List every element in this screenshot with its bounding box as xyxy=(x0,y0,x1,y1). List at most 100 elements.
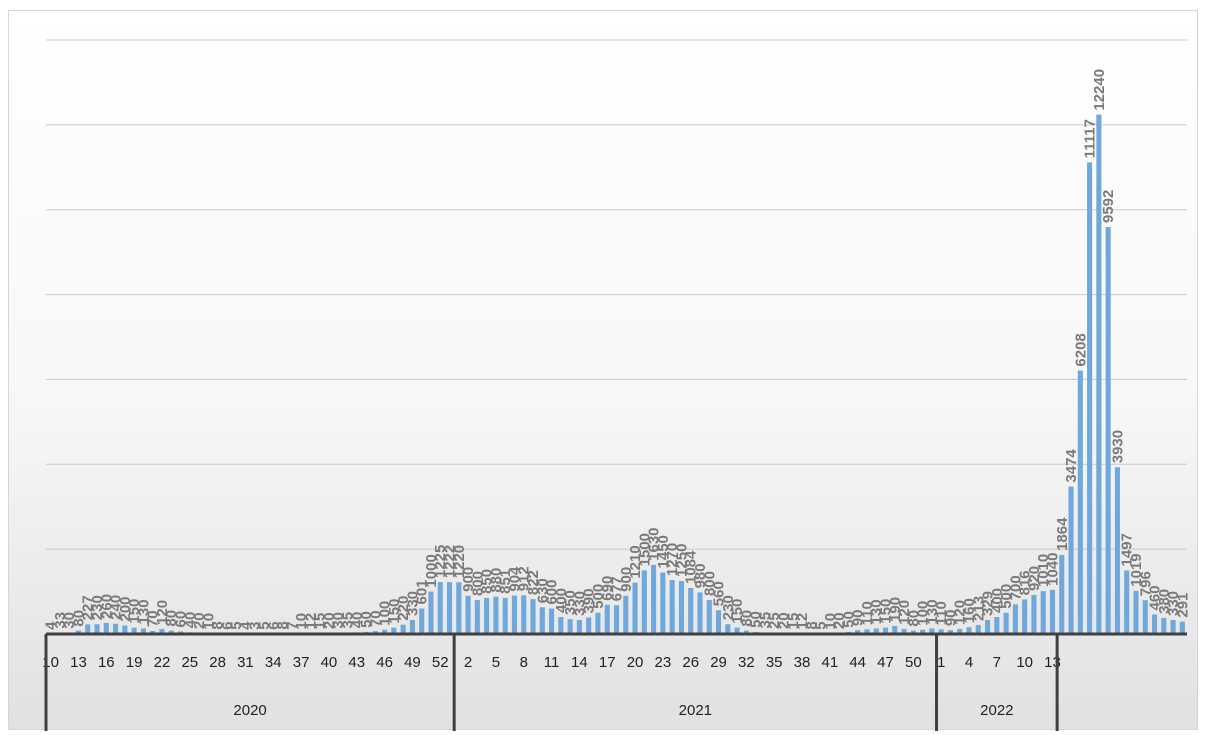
data-label: 100 xyxy=(915,601,932,626)
bar xyxy=(419,608,425,634)
tick-label: 49 xyxy=(404,654,421,671)
bar xyxy=(1105,227,1111,634)
tick-label: 14 xyxy=(571,654,588,671)
bar xyxy=(576,619,582,634)
data-label: 100 xyxy=(377,601,394,626)
bar xyxy=(484,597,490,634)
data-label: 30 xyxy=(330,612,347,629)
bar xyxy=(75,630,82,634)
data-label: 677 xyxy=(609,576,626,601)
data-label: 6208 xyxy=(1072,333,1089,366)
bar xyxy=(521,595,527,634)
data-label: 6 xyxy=(265,621,282,629)
bar xyxy=(1031,594,1037,634)
data-label: 10 xyxy=(822,613,839,630)
tick-label: 28 xyxy=(209,654,226,671)
data-label: 90 xyxy=(942,609,959,626)
tick-label: 43 xyxy=(348,654,365,671)
data-label: 20 xyxy=(775,612,792,629)
bar xyxy=(901,628,907,634)
data-label: 700 xyxy=(1007,575,1024,600)
bar xyxy=(382,629,388,634)
data-label: 190 xyxy=(887,597,904,622)
data-label: 20 xyxy=(321,612,338,629)
data-label: 1019 xyxy=(1128,553,1145,586)
bar xyxy=(613,605,620,634)
data-label: 904 xyxy=(506,566,523,592)
data-label: 230 xyxy=(89,595,106,620)
bar xyxy=(1096,114,1102,634)
data-label: 690 xyxy=(599,576,616,601)
data-label: 900 xyxy=(618,567,635,592)
tick-label: 10 xyxy=(1016,654,1033,671)
bar xyxy=(678,580,684,634)
bar xyxy=(446,582,453,634)
tick-label: 47 xyxy=(877,654,894,671)
bar xyxy=(437,582,443,634)
data-label: 3 xyxy=(247,622,264,630)
data-label: 1220 xyxy=(451,545,468,578)
data-label: 15 xyxy=(785,613,802,630)
data-label: 8 xyxy=(275,621,292,629)
bar xyxy=(882,627,889,634)
bar xyxy=(168,630,174,634)
data-label: 980 xyxy=(692,563,709,588)
bar xyxy=(1133,590,1139,634)
data-label: 90 xyxy=(850,609,867,626)
tick-label: 7 xyxy=(993,654,1001,671)
bar xyxy=(502,597,508,634)
year-label: 2022 xyxy=(980,702,1013,719)
bar xyxy=(994,617,1000,634)
data-label: 80 xyxy=(738,610,755,627)
data-label: 130 xyxy=(868,599,885,624)
bar xyxy=(623,595,629,634)
bar xyxy=(938,629,944,634)
data-label: 1250 xyxy=(673,544,690,577)
data-label: 1450 xyxy=(655,535,672,568)
bar xyxy=(85,624,91,634)
data-label: 796 xyxy=(1137,571,1154,596)
bar xyxy=(734,627,740,634)
chart-area: 4 33 30 80 227 230 260 240 200 150 130 70 120 80 60 40 2… xyxy=(8,10,1198,731)
data-label: 110 xyxy=(859,601,876,625)
bar xyxy=(113,623,119,634)
tick-label: 41 xyxy=(822,654,839,671)
data-label: 230 xyxy=(720,595,737,620)
bar xyxy=(1151,614,1158,634)
bar xyxy=(409,619,415,634)
tick-label: 46 xyxy=(376,654,393,671)
bar xyxy=(456,582,462,634)
bar xyxy=(1040,591,1046,634)
data-label: 80 xyxy=(163,610,180,627)
tick-label: 37 xyxy=(293,654,310,671)
data-label: 130 xyxy=(924,599,941,624)
data-label: 4 xyxy=(43,621,60,630)
bar xyxy=(493,596,499,634)
data-label: 1210 xyxy=(627,545,644,578)
year-label: 2020 xyxy=(233,702,266,719)
data-label: 25 xyxy=(766,612,783,629)
bar xyxy=(558,617,564,634)
data-label: 130 xyxy=(135,599,152,624)
data-label: 1084 xyxy=(683,550,700,584)
tick-label: 2 xyxy=(464,654,472,671)
data-label: 816 xyxy=(1017,570,1034,595)
bar xyxy=(947,630,954,634)
data-label: 912 xyxy=(516,566,533,591)
data-label: 60 xyxy=(173,611,190,628)
data-label: 20 xyxy=(191,612,208,629)
tick-label: 32 xyxy=(738,654,755,671)
tick-label: 52 xyxy=(432,654,449,671)
data-label: 10 xyxy=(293,613,310,630)
bar xyxy=(1012,604,1018,634)
data-label: 900 xyxy=(460,567,477,592)
bar xyxy=(957,628,963,634)
tick-label: 38 xyxy=(794,654,811,671)
bar xyxy=(920,629,926,634)
bar xyxy=(103,622,109,634)
data-label: 80 xyxy=(905,610,922,627)
data-label: 822 xyxy=(525,570,542,595)
tick-label: 40 xyxy=(321,654,338,671)
bar xyxy=(660,572,666,634)
bar xyxy=(94,624,100,634)
